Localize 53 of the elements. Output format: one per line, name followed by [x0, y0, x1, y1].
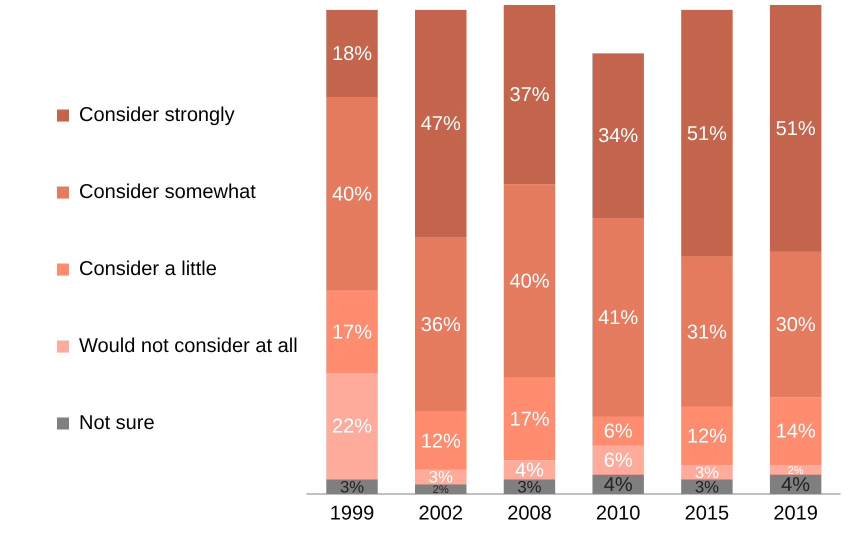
data-label: 17%: [332, 321, 372, 344]
data-label: 22%: [332, 416, 372, 438]
data-label: 41%: [598, 306, 638, 329]
data-label: 31%: [686, 321, 728, 344]
bar: [592, 218, 644, 417]
data-label: 40%: [509, 270, 550, 292]
data-label: 47%: [420, 113, 461, 136]
bar: [326, 10, 378, 97]
bar: [326, 96, 378, 291]
x-tick-label: 2002: [418, 502, 463, 525]
bar: [415, 10, 466, 238]
x-tick-label: 2015: [684, 502, 730, 525]
legend-label: Consider a little: [79, 258, 217, 280]
x-tick-label: 2008: [507, 502, 552, 525]
bar: [504, 378, 556, 460]
bar: [326, 290, 378, 373]
data-label: 36%: [420, 314, 461, 336]
data-label: 40%: [332, 183, 372, 206]
bar: [770, 397, 822, 465]
data-label: 34%: [598, 125, 638, 148]
data-label: 12%: [420, 430, 461, 452]
bar: [681, 406, 733, 465]
x-tick-label: 1999: [330, 502, 374, 525]
bar: [326, 372, 378, 480]
bar: [504, 184, 556, 378]
bar: [770, 252, 822, 398]
data-label: 4%: [604, 474, 633, 496]
x-tick-label: 2010: [596, 502, 640, 525]
data-label: 17%: [509, 408, 550, 430]
data-label: 6%: [604, 450, 633, 472]
bar: [770, 5, 822, 252]
data-label: 2%: [432, 484, 449, 496]
data-label: 30%: [776, 314, 816, 336]
data-label: 18%: [332, 42, 372, 65]
x-tick-label: 2019: [773, 502, 818, 525]
legend-label: Consider strongly: [79, 104, 235, 126]
bar: [504, 5, 556, 184]
bar: [415, 412, 466, 470]
data-label: 37%: [509, 84, 550, 106]
data-label: 3%: [428, 468, 453, 487]
legend-label: Consider somewhat: [79, 181, 256, 204]
data-label: 3%: [340, 477, 364, 496]
legend-label: Not sure: [79, 412, 155, 434]
data-label: 14%: [776, 420, 816, 443]
bar: [681, 256, 733, 407]
data-label: 12%: [686, 425, 728, 448]
data-label: 6%: [604, 420, 633, 443]
bar: [592, 53, 644, 218]
bar: [681, 10, 733, 257]
data-label: 51%: [776, 118, 816, 140]
bar: [415, 237, 466, 412]
legend-label: Would not consider at all: [79, 335, 298, 358]
data-label: 51%: [686, 122, 728, 145]
